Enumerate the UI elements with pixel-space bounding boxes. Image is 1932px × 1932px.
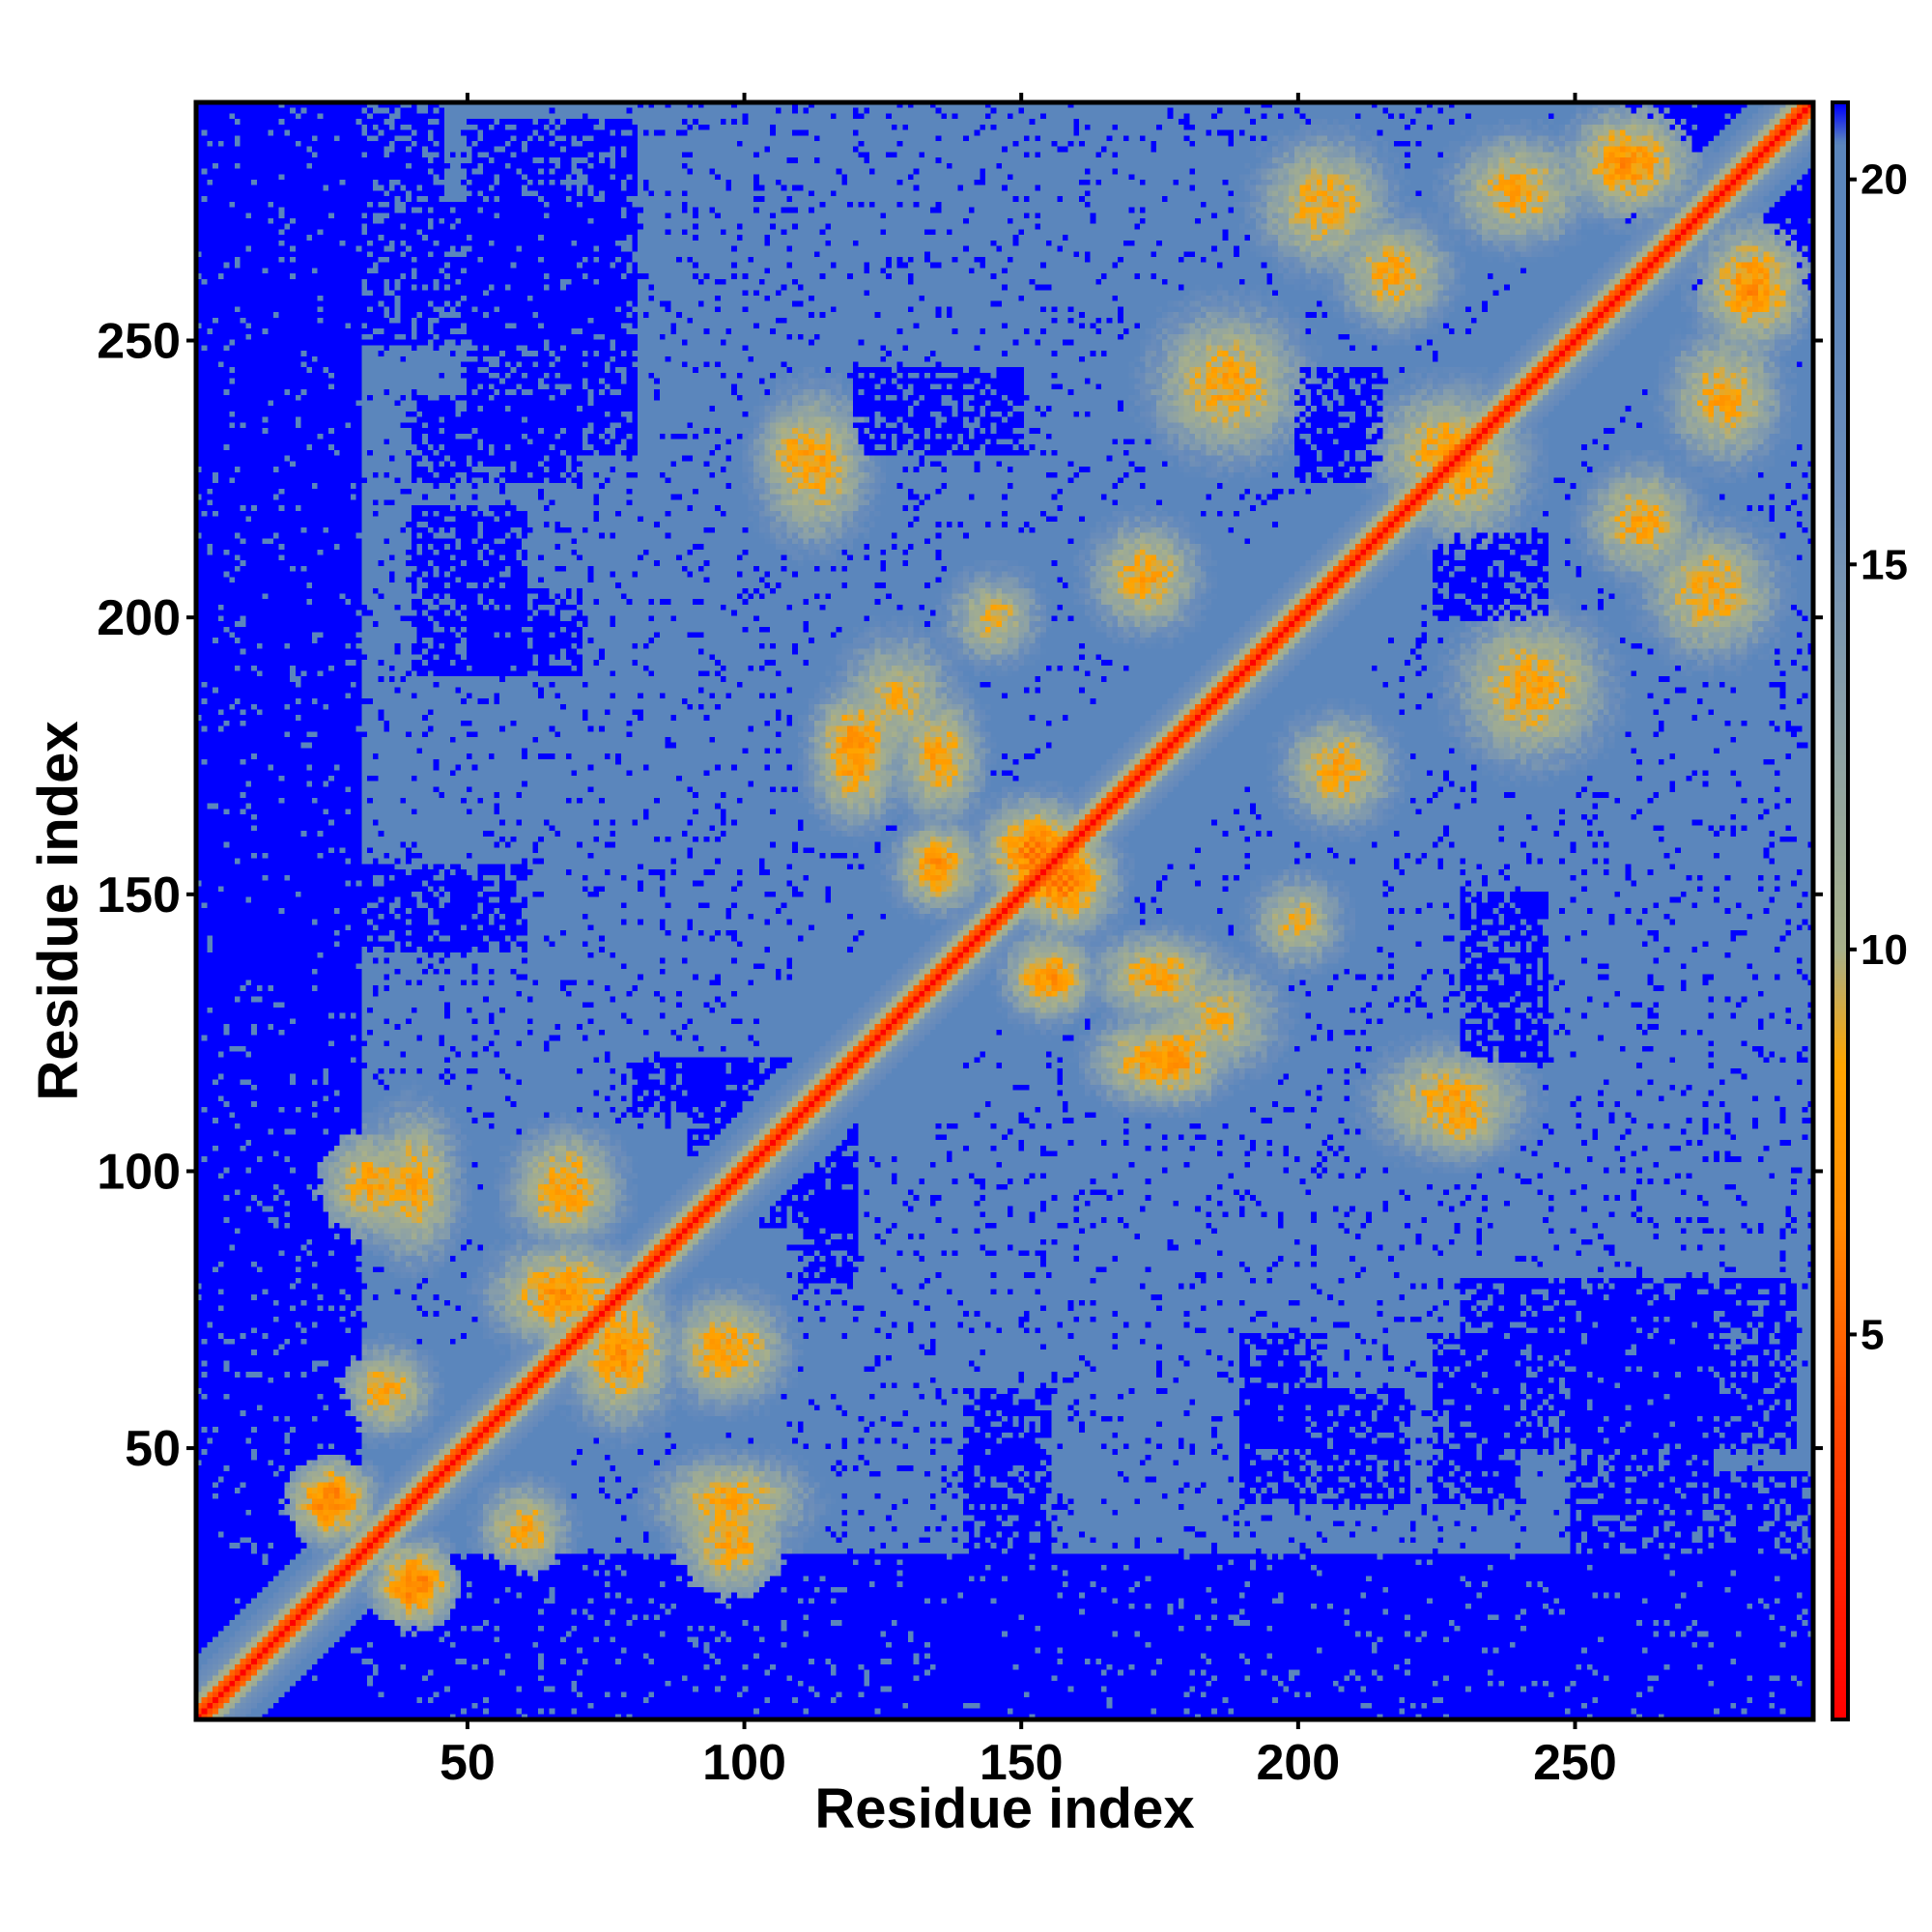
colorbar-tick-label: 15 [1861, 541, 1908, 588]
colorbar-tick-label: 20 [1861, 156, 1908, 204]
colorbar-ticks: 5 10 15 20 [1848, 156, 1908, 1358]
colorbar-frame [1831, 100, 1850, 1721]
y-tick-label: 100 [97, 1144, 181, 1200]
x-tick-label: 150 [980, 1735, 1064, 1791]
y-tick-label: 50 [125, 1421, 181, 1477]
x-tick-label: 100 [702, 1735, 786, 1791]
y-axis-label: Residue index [27, 721, 90, 1100]
plot-frame [193, 99, 1816, 1722]
y-tick-label: 200 [97, 590, 181, 646]
x-tick-label: 250 [1533, 1735, 1617, 1791]
colorbar-gradient [1833, 102, 1848, 1719]
colorbar-tick-label: 5 [1861, 1311, 1884, 1358]
y-tick-label: 250 [97, 314, 181, 370]
colorbar-tick-label: 10 [1861, 926, 1908, 974]
x-axis-ticks: 50 100 150 200 250 [440, 93, 1617, 1791]
x-tick-label: 200 [1256, 1735, 1340, 1791]
y-tick-label: 150 [97, 867, 181, 923]
distance-heatmap [196, 102, 1813, 1719]
y-axis-ticks: 50 100 150 200 250 [97, 314, 1823, 1477]
x-axis-label: Residue index [814, 1777, 1194, 1840]
x-tick-label: 50 [440, 1735, 496, 1791]
